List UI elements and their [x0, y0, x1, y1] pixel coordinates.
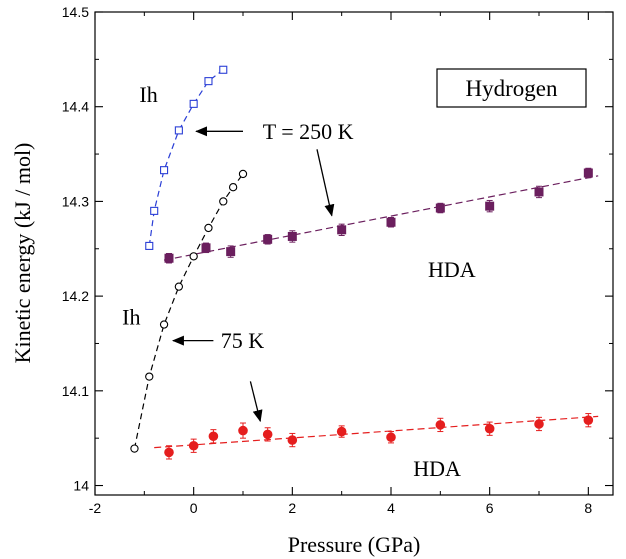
series-layer [130, 65, 594, 460]
y-axis: 14 14.1 14.2 14.3 14.4 14.5 [62, 4, 613, 494]
data-point [150, 206, 159, 215]
data-point [145, 241, 154, 250]
data-point [145, 372, 154, 381]
legend-box-label: Hydrogen [466, 76, 558, 101]
data-point [386, 217, 396, 227]
data-point [485, 201, 495, 211]
y-tick-label: 14.4 [62, 99, 89, 115]
annotation-label: T = 250 K [263, 119, 354, 144]
fit-lines [154, 175, 599, 449]
x-axis-title: Pressure (GPa) [288, 532, 421, 557]
data-point [484, 423, 495, 434]
data-point [188, 440, 199, 451]
y-tick-label: 14.3 [62, 193, 89, 209]
data-point [164, 447, 174, 458]
data-point [204, 77, 213, 86]
annotation-label: Ih [139, 82, 157, 107]
x-tick-label: 2 [288, 500, 296, 516]
data-point [534, 419, 544, 429]
data-point [263, 234, 273, 244]
data-point [435, 420, 446, 430]
data-point [583, 168, 593, 178]
annotation-arrow [249, 381, 263, 423]
annotation-label: HDA [428, 257, 476, 282]
annotation-arrows [171, 126, 335, 423]
data-point [262, 429, 273, 440]
data-point [164, 253, 174, 263]
data-point [130, 444, 139, 453]
data-point [386, 432, 396, 443]
annotations: Ih T = 250 K HDA Ih 75 K HDA [122, 82, 476, 481]
annotation-arrow [316, 149, 335, 217]
annotation-label: 75 K [221, 328, 264, 353]
data-point [337, 225, 347, 235]
data-point [189, 252, 198, 261]
x-tick-label: 6 [486, 500, 494, 516]
data-point [174, 282, 184, 291]
data-point [160, 166, 169, 175]
data-point [226, 247, 236, 257]
x-tick-label: 0 [190, 500, 198, 516]
y-axis-title: Kinetic energy (kJ / mol) [10, 143, 35, 364]
data-point [238, 425, 248, 436]
data-point [534, 187, 544, 197]
data-point [435, 203, 445, 213]
legend-box: Hydrogen [436, 68, 587, 108]
series-line [148, 69, 224, 247]
annotation-label: Ih [122, 305, 140, 330]
data-point [287, 435, 298, 445]
data-point [159, 320, 169, 329]
y-tick-label: 14.1 [62, 383, 89, 399]
annotation-label: HDA [413, 456, 461, 481]
data-point [201, 243, 211, 253]
series-line [133, 173, 244, 449]
data-point [219, 65, 228, 74]
fit-line [154, 415, 599, 449]
data-point [228, 183, 238, 192]
data-point [174, 126, 183, 135]
x-tick-label: 8 [584, 500, 592, 516]
data-point [238, 169, 248, 179]
data-point [189, 99, 198, 108]
data-point [208, 431, 219, 442]
y-tick-label: 14.5 [62, 4, 89, 20]
fit-line [163, 175, 599, 261]
data-point [287, 231, 297, 241]
y-tick-label: 14.2 [62, 288, 89, 304]
x-tick-label: 4 [387, 500, 395, 516]
data-point [336, 426, 347, 437]
data-point [219, 197, 228, 206]
x-tick-label: -2 [89, 500, 102, 516]
y-tick-label: 14 [73, 478, 89, 494]
x-axis: -2 0 2 4 6 8 [89, 12, 592, 516]
data-point [583, 415, 594, 425]
plot-frame [94, 11, 614, 496]
data-point [204, 223, 213, 233]
